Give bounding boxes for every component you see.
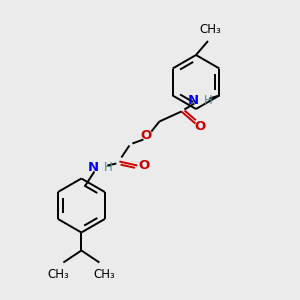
Text: H: H — [103, 161, 112, 174]
Text: N: N — [187, 94, 198, 107]
Text: CH₃: CH₃ — [47, 268, 69, 281]
Text: O: O — [195, 120, 206, 133]
Text: CH₃: CH₃ — [94, 268, 115, 281]
Text: H: H — [203, 94, 212, 107]
Text: O: O — [141, 129, 152, 142]
Text: O: O — [139, 159, 150, 172]
Text: CH₃: CH₃ — [199, 23, 221, 36]
Text: N: N — [87, 161, 98, 174]
